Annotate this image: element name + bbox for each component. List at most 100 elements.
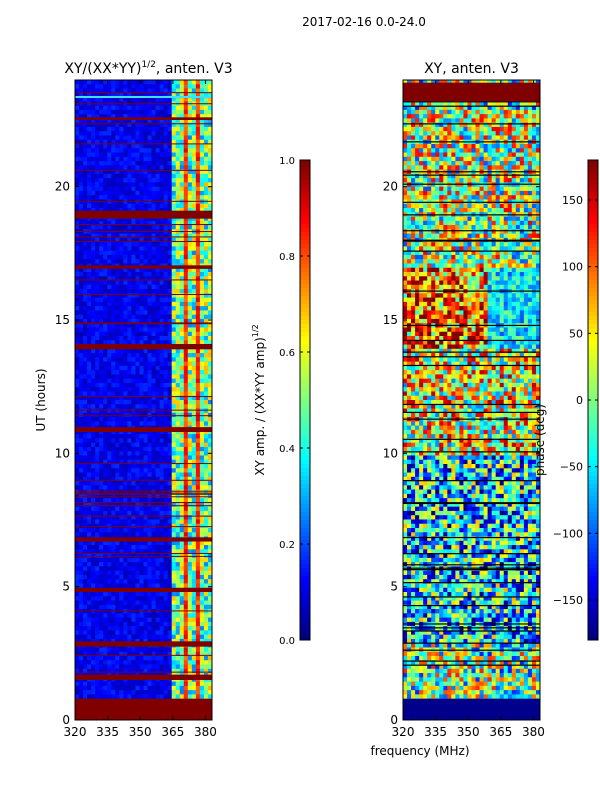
heatmap-cell bbox=[123, 169, 128, 175]
heatmap-cell bbox=[127, 301, 132, 307]
heatmap-cell bbox=[79, 348, 84, 354]
heatmap-cell bbox=[91, 382, 96, 388]
heatmap-cell bbox=[167, 306, 173, 311]
heatmap-cell bbox=[115, 378, 120, 384]
heatmap-cell bbox=[183, 446, 189, 452]
heatmap-cell bbox=[111, 220, 116, 226]
heatmap-cell bbox=[135, 323, 140, 328]
heatmap-cell bbox=[99, 387, 104, 392]
heatmap-cell bbox=[151, 284, 156, 290]
heatmap-cell bbox=[191, 481, 197, 486]
heatmap-cell bbox=[143, 472, 148, 478]
heatmap-cell bbox=[103, 562, 108, 567]
heatmap-cell bbox=[159, 276, 164, 281]
heatmap-cell bbox=[131, 152, 136, 158]
heatmap-cell bbox=[175, 314, 181, 320]
heatmap-cell bbox=[191, 80, 197, 85]
heatmap-cell bbox=[143, 169, 148, 175]
heatmap-cell bbox=[195, 566, 201, 571]
heatmap-cell bbox=[111, 630, 116, 635]
heatmap-cell bbox=[147, 404, 152, 409]
heatmap-cell bbox=[87, 88, 92, 94]
heatmap-cell bbox=[115, 109, 120, 115]
heatmap-cell bbox=[103, 284, 108, 290]
heatmap-cell bbox=[123, 301, 128, 307]
heatmap-cell bbox=[103, 242, 108, 247]
heatmap-cell bbox=[123, 660, 128, 665]
heatmap-cell bbox=[151, 208, 156, 213]
heatmap-cell bbox=[91, 476, 96, 482]
heatmap-cell bbox=[143, 297, 148, 303]
heatmap-cell bbox=[107, 374, 112, 379]
heatmap-cell bbox=[87, 135, 92, 141]
heatmap-cell bbox=[167, 190, 173, 196]
heatmap-cell bbox=[179, 391, 185, 397]
heatmap-cell bbox=[119, 169, 124, 175]
heatmap-cell bbox=[151, 540, 156, 546]
heatmap-cell bbox=[207, 165, 213, 170]
heatmap-cell bbox=[131, 562, 136, 567]
heatmap-cell bbox=[83, 318, 88, 324]
heatmap-cell bbox=[79, 216, 84, 222]
heatmap-cell bbox=[83, 459, 88, 465]
heatmap-cell bbox=[195, 528, 201, 533]
heatmap-cell bbox=[175, 583, 181, 589]
heatmap-cell bbox=[195, 613, 201, 618]
heatmap-cell bbox=[111, 318, 116, 324]
heatmap-cell bbox=[171, 297, 177, 303]
heatmap-cell bbox=[155, 289, 160, 294]
heatmap-cell bbox=[87, 592, 92, 597]
heatmap-cell bbox=[187, 327, 193, 333]
heatmap-cell bbox=[87, 186, 92, 192]
heatmap-cell bbox=[159, 126, 164, 132]
heatmap-cell bbox=[127, 651, 132, 657]
heatmap-cell bbox=[151, 114, 156, 119]
heatmap-cell bbox=[187, 438, 193, 443]
heatmap-cell bbox=[83, 169, 88, 175]
heatmap-cell bbox=[199, 540, 205, 546]
heatmap-cell bbox=[87, 220, 92, 226]
heatmap-cell bbox=[99, 685, 104, 691]
heatmap-cell bbox=[207, 208, 213, 213]
heatmap-cell bbox=[151, 237, 156, 243]
heatmap-cell bbox=[107, 242, 112, 247]
heatmap-cell bbox=[151, 481, 156, 486]
heatmap-cell bbox=[151, 131, 156, 136]
heatmap-cell bbox=[135, 489, 140, 495]
heatmap-cell bbox=[119, 135, 124, 141]
heatmap-cell bbox=[95, 570, 100, 576]
heatmap-cell bbox=[75, 638, 80, 644]
heatmap-cell bbox=[115, 272, 120, 277]
heatmap-cell bbox=[151, 545, 156, 550]
heatmap-cell bbox=[155, 583, 160, 589]
heatmap-cell bbox=[87, 250, 92, 256]
heatmap-cell bbox=[191, 690, 197, 695]
heatmap-cell bbox=[91, 626, 96, 631]
heatmap-cell bbox=[187, 122, 193, 128]
heatmap-cell bbox=[99, 165, 104, 170]
heatmap-cell bbox=[79, 532, 84, 537]
heatmap-cell bbox=[127, 203, 132, 209]
heatmap-cell bbox=[167, 272, 173, 277]
heatmap-cell bbox=[191, 395, 197, 401]
heatmap-cell bbox=[167, 254, 173, 260]
heatmap-cell bbox=[163, 455, 168, 461]
heatmap-cell bbox=[191, 233, 197, 239]
heatmap-cell bbox=[107, 408, 112, 414]
heatmap-cell bbox=[203, 412, 209, 418]
heatmap-cell bbox=[99, 306, 104, 311]
heatmap-cell bbox=[187, 596, 193, 601]
heatmap-cell bbox=[199, 173, 205, 179]
heatmap-cell bbox=[203, 604, 209, 610]
heatmap-cell bbox=[127, 336, 132, 341]
heatmap-cell bbox=[115, 510, 120, 516]
heatmap-cell bbox=[167, 276, 173, 281]
heatmap-cell bbox=[203, 361, 209, 367]
heatmap-cell bbox=[151, 169, 156, 175]
heatmap-cell bbox=[195, 408, 201, 414]
heatmap-cell bbox=[199, 493, 205, 499]
heatmap-cell bbox=[179, 331, 185, 337]
heatmap-cell bbox=[131, 126, 136, 132]
heatmap-cell bbox=[139, 626, 144, 631]
heatmap-cell bbox=[159, 540, 164, 546]
